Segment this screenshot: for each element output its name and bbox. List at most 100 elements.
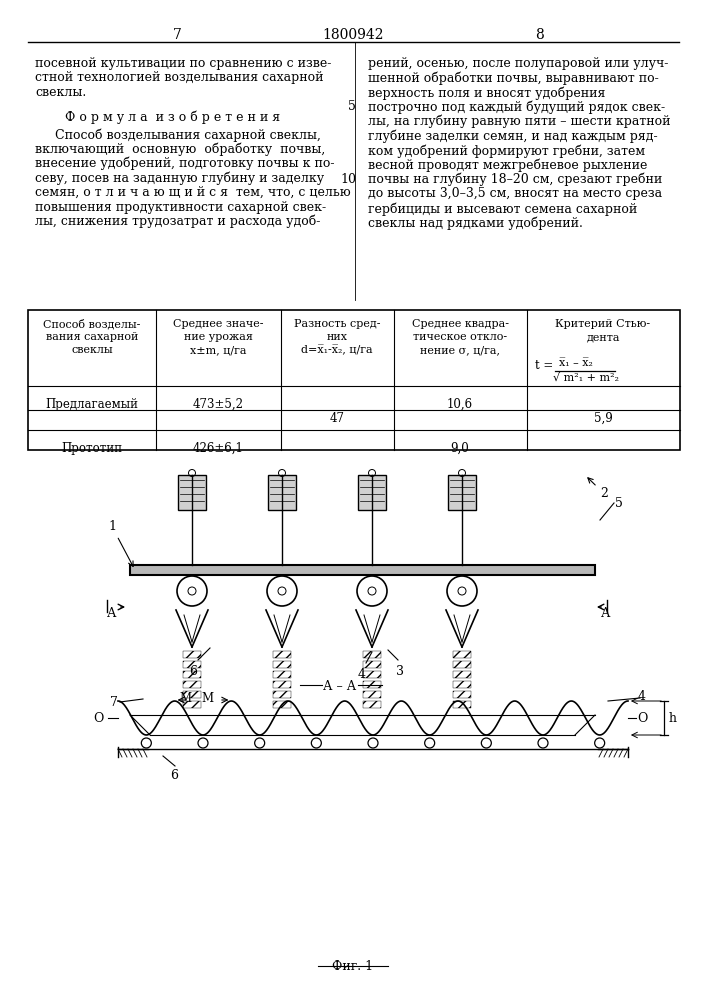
Text: лы, на глубину равную пяти – шести кратной: лы, на глубину равную пяти – шести кратн… (368, 115, 670, 128)
Text: 2: 2 (588, 478, 608, 500)
Text: построчно под каждый будущий рядок свек-: построчно под каждый будущий рядок свек- (368, 101, 665, 114)
Text: повышения продуктивности сахарной свек-: повышения продуктивности сахарной свек- (35, 200, 326, 214)
Text: Прототип: Прототип (62, 442, 122, 455)
Bar (453, 701, 471, 708)
Text: семян, о т л и ч а ю щ и й с я  тем, что, с целью: семян, о т л и ч а ю щ и й с я тем, что,… (35, 186, 351, 199)
Text: 473±5,2: 473±5,2 (192, 398, 243, 411)
Bar (453, 681, 471, 688)
Text: М: М (201, 692, 213, 705)
Text: 10: 10 (340, 173, 356, 186)
Bar (363, 701, 381, 708)
Bar (363, 691, 381, 698)
Text: 9,0: 9,0 (450, 442, 469, 455)
Text: ние урожая: ние урожая (184, 332, 252, 342)
Circle shape (595, 738, 604, 748)
Text: стной технологией возделывания сахарной: стной технологией возделывания сахарной (35, 72, 324, 85)
Circle shape (198, 738, 208, 748)
Bar (183, 671, 201, 678)
Text: 426±6,1: 426±6,1 (192, 442, 243, 455)
Bar (183, 701, 201, 708)
Text: севу, посев на заданную глубину и заделку: севу, посев на заданную глубину и заделк… (35, 172, 324, 185)
Text: x̅₁ – x̅₂: x̅₁ – x̅₂ (559, 358, 593, 368)
Bar (28, 310, 680, 450)
Text: 4: 4 (638, 690, 646, 703)
Text: Предлагаемый: Предлагаемый (45, 398, 139, 411)
Text: Фиг. 1: Фиг. 1 (332, 960, 373, 973)
Text: А: А (107, 607, 117, 620)
Text: 1: 1 (108, 520, 133, 566)
Text: 5,9: 5,9 (594, 412, 612, 424)
Text: 5: 5 (615, 497, 623, 510)
Text: Критерий Стью-: Критерий Стью- (556, 319, 650, 329)
Text: Среднее значе-: Среднее значе- (173, 319, 263, 329)
Bar (363, 681, 381, 688)
Bar (183, 681, 201, 688)
Text: 10,6: 10,6 (447, 398, 473, 411)
Text: x±m, ц/га: x±m, ц/га (189, 345, 246, 355)
Text: лы, снижения трудозатрат и расхода удоб-: лы, снижения трудозатрат и расхода удоб- (35, 215, 320, 229)
Text: свеклы: свеклы (71, 345, 113, 355)
Bar (453, 691, 471, 698)
Bar (183, 661, 201, 668)
Text: Разность сред-: Разность сред- (293, 319, 380, 329)
Text: свеклы.: свеклы. (35, 86, 86, 99)
Text: свеклы над рядками удобрений.: свеклы над рядками удобрений. (368, 217, 583, 230)
Text: √ m²₁ + m²₂: √ m²₁ + m²₂ (553, 373, 619, 383)
Bar (453, 651, 471, 658)
Text: гербициды и высевают семена сахарной: гербициды и высевают семена сахарной (368, 202, 637, 216)
Text: вания сахарной: вания сахарной (46, 332, 138, 342)
Text: ком удобрений формируют гребни, затем: ком удобрений формируют гребни, затем (368, 144, 645, 157)
Bar (178, 475, 206, 510)
Text: Способ возделы-: Способ возделы- (43, 319, 141, 330)
Text: М: М (179, 692, 191, 705)
Text: внесение удобрений, подготовку почвы к по-: внесение удобрений, подготовку почвы к п… (35, 157, 334, 170)
Text: включающий  основную  обработку  почвы,: включающий основную обработку почвы, (35, 142, 325, 156)
Bar (268, 475, 296, 510)
Bar (273, 671, 291, 678)
Text: до высоты 3,0–3,5 см, вносят на место среза: до высоты 3,0–3,5 см, вносят на место ср… (368, 188, 662, 200)
Circle shape (538, 738, 548, 748)
Text: 4: 4 (358, 668, 366, 681)
Text: 8: 8 (536, 28, 544, 42)
Text: О: О (637, 712, 647, 724)
Circle shape (255, 738, 264, 748)
Bar (363, 671, 381, 678)
Text: 6: 6 (189, 665, 197, 678)
Text: А: А (601, 607, 611, 620)
Text: Способ возделывания сахарной свеклы,: Способ возделывания сахарной свеклы, (35, 128, 321, 141)
Text: 3: 3 (396, 665, 404, 678)
Text: весной проводят межгребневое рыхление: весной проводят межгребневое рыхление (368, 158, 648, 172)
Text: 1800942: 1800942 (322, 28, 384, 42)
Bar (358, 475, 386, 510)
Circle shape (481, 738, 491, 748)
Text: Среднее квадра-: Среднее квадра- (411, 319, 508, 329)
Text: Ф о р м у л а  и з о б р е т е н и я: Ф о р м у л а и з о б р е т е н и я (65, 110, 280, 124)
Bar (273, 701, 291, 708)
Bar (273, 661, 291, 668)
Circle shape (141, 738, 151, 748)
Text: почвы на глубину 18–20 см, срезают гребни: почвы на глубину 18–20 см, срезают гребн… (368, 173, 662, 186)
Text: 7: 7 (173, 28, 182, 42)
Bar (363, 661, 381, 668)
Text: t =: t = (535, 359, 554, 372)
Bar (273, 651, 291, 658)
Text: глубине заделки семян, и над каждым ряд-: глубине заделки семян, и над каждым ряд- (368, 129, 658, 143)
Bar (130, 565, 595, 575)
Bar (273, 681, 291, 688)
Text: 47: 47 (329, 412, 344, 424)
Bar (273, 691, 291, 698)
Text: d=x̅₁-x̅₂, ц/га: d=x̅₁-x̅₂, ц/га (301, 345, 373, 356)
Text: 6: 6 (170, 769, 178, 782)
Bar (363, 651, 381, 658)
Bar (183, 651, 201, 658)
Text: А – А: А – А (323, 680, 356, 693)
Text: h: h (669, 712, 677, 724)
Text: 7: 7 (110, 696, 118, 709)
Text: шенной обработки почвы, выравнивают по-: шенной обработки почвы, выравнивают по- (368, 72, 659, 85)
Text: рений, осенью, после полупаровой или улуч-: рений, осенью, после полупаровой или улу… (368, 57, 668, 70)
Bar (448, 475, 476, 510)
Text: нение σ, ц/га,: нение σ, ц/га, (420, 345, 500, 355)
Text: дента: дента (586, 332, 620, 342)
Bar (453, 661, 471, 668)
Circle shape (425, 738, 435, 748)
